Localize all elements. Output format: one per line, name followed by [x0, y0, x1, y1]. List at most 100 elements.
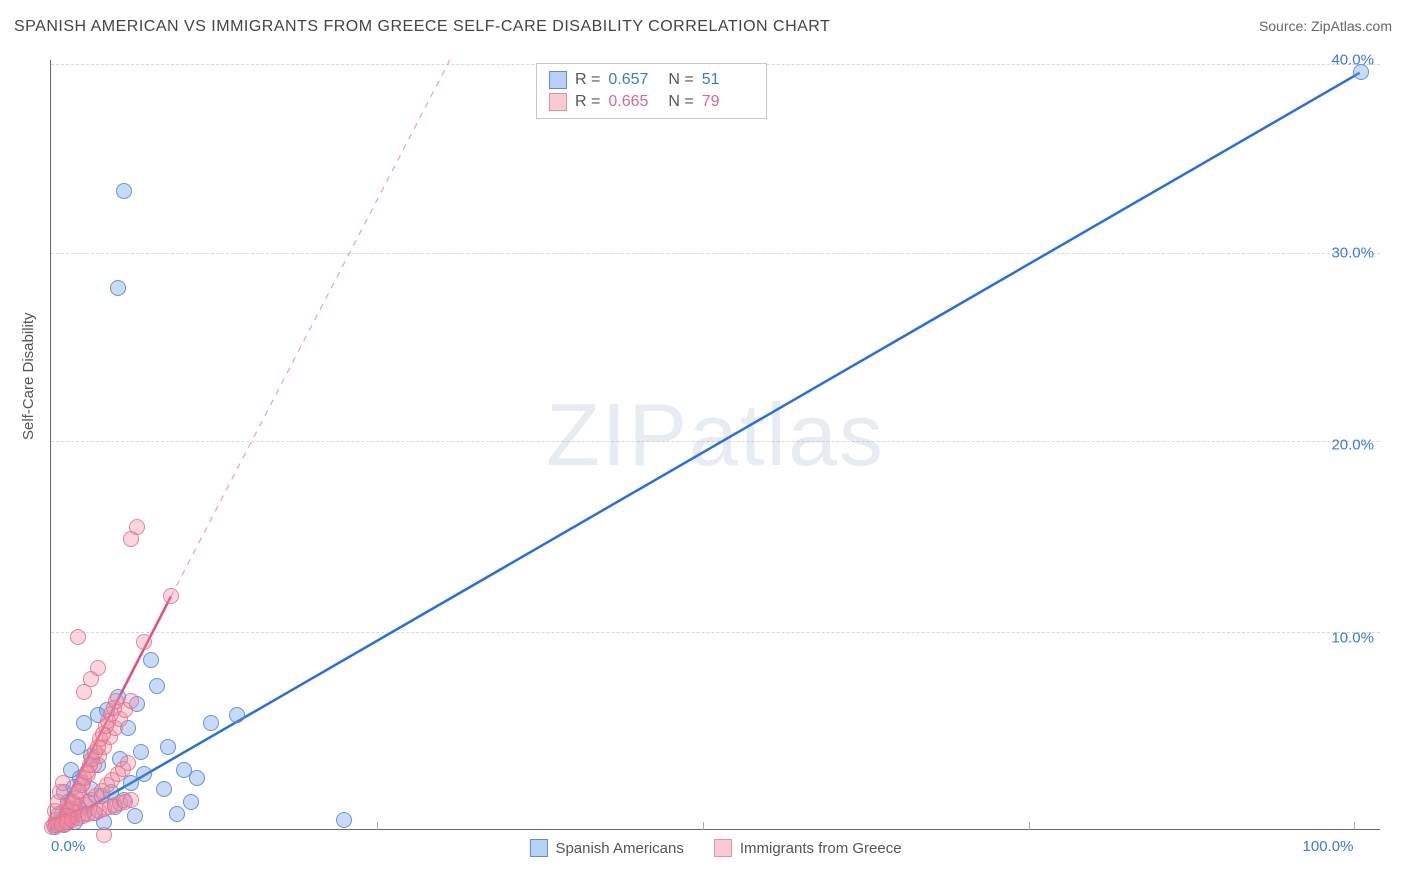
stats-row-series2: R = 0.665 N = 79	[549, 91, 754, 113]
data-point	[94, 783, 110, 799]
data-point	[70, 810, 86, 826]
data-point	[72, 801, 88, 817]
data-point	[78, 797, 94, 813]
series1-r-value: 0.657	[608, 71, 660, 89]
data-point	[51, 806, 67, 822]
data-point	[116, 792, 132, 808]
data-point	[62, 810, 78, 826]
watermark: ZIPatlas	[546, 383, 885, 485]
n-label: N =	[668, 93, 693, 111]
series1-swatch-icon	[529, 839, 547, 857]
data-point	[71, 783, 87, 799]
data-point	[48, 812, 64, 828]
legend-item-series1: Spanish Americans	[529, 839, 683, 857]
data-point	[116, 183, 132, 199]
data-point	[52, 784, 68, 800]
data-point	[91, 748, 107, 764]
data-point	[103, 784, 119, 800]
data-point	[51, 816, 67, 832]
data-point	[54, 806, 70, 822]
data-point	[133, 744, 149, 760]
data-point	[104, 772, 120, 788]
chart-title: SPANISH AMERICAN VS IMMIGRANTS FROM GREE…	[14, 18, 830, 36]
data-point	[54, 816, 70, 832]
legend-label: Spanish Americans	[555, 840, 683, 857]
data-point	[99, 777, 115, 793]
data-point	[107, 797, 123, 813]
source-attribution: Source: ZipAtlas.com	[1259, 18, 1392, 34]
data-point	[68, 790, 84, 806]
legend: Spanish Americans Immigrants from Greece	[529, 839, 901, 857]
data-point	[59, 803, 75, 819]
data-point	[80, 794, 96, 810]
data-point	[112, 795, 128, 811]
data-point	[86, 757, 102, 773]
data-point	[96, 814, 112, 830]
data-point	[203, 715, 219, 731]
data-point	[106, 700, 122, 716]
data-point	[136, 634, 152, 650]
data-point	[76, 770, 92, 786]
data-point	[91, 803, 107, 819]
data-point	[76, 715, 92, 731]
data-point	[149, 678, 165, 694]
r-label: R =	[575, 71, 600, 89]
data-point	[56, 814, 72, 830]
data-point	[67, 814, 83, 830]
y-axis-title: Self-Care Disability	[20, 312, 37, 440]
data-point	[156, 781, 172, 797]
data-point	[123, 792, 139, 808]
data-point	[55, 775, 71, 791]
data-point	[75, 775, 91, 791]
x-tick-label: 0.0%	[51, 838, 85, 855]
data-point	[80, 806, 96, 822]
plot-area: 10.0% 20.0% 30.0% 40.0% 0.0% 100.0% ZIPa…	[50, 60, 1380, 830]
data-point	[48, 817, 64, 833]
series1-swatch-icon	[549, 71, 567, 89]
data-point	[70, 629, 86, 645]
data-point	[96, 739, 112, 755]
data-point	[108, 693, 124, 709]
data-point	[229, 707, 245, 723]
data-point	[117, 702, 133, 718]
data-point	[88, 788, 104, 804]
x-tick	[1354, 822, 1355, 830]
data-point	[176, 762, 192, 778]
x-tick-label: 100.0%	[1303, 838, 1354, 855]
data-point	[336, 812, 352, 828]
series2-swatch-icon	[714, 839, 732, 857]
data-point	[63, 810, 79, 826]
series2-r-value: 0.665	[608, 93, 660, 111]
data-point	[70, 799, 86, 815]
data-point	[64, 812, 80, 828]
data-point	[94, 788, 110, 804]
source-label: Source:	[1259, 18, 1307, 34]
series1-n-value: 51	[702, 71, 754, 89]
y-tick-label: 40.0%	[1331, 52, 1374, 69]
data-point	[99, 702, 115, 718]
data-point	[160, 739, 176, 755]
data-point	[110, 766, 126, 782]
data-point	[90, 739, 106, 755]
data-point	[64, 794, 80, 810]
data-point	[66, 779, 82, 795]
data-point	[83, 671, 99, 687]
data-point	[90, 707, 106, 723]
data-point	[79, 764, 95, 780]
data-point	[60, 794, 76, 810]
data-point	[115, 761, 131, 777]
data-point	[50, 794, 66, 810]
data-point	[143, 652, 159, 668]
data-point	[76, 684, 92, 700]
data-point	[56, 784, 72, 800]
data-point	[96, 801, 112, 817]
data-point	[110, 689, 126, 705]
data-point	[82, 757, 98, 773]
data-point	[44, 819, 60, 835]
gridline	[51, 441, 1380, 442]
n-label: N =	[668, 71, 693, 89]
source-link[interactable]: ZipAtlas.com	[1311, 18, 1392, 34]
data-point	[169, 806, 185, 822]
data-point	[123, 693, 139, 709]
data-point	[74, 777, 90, 793]
